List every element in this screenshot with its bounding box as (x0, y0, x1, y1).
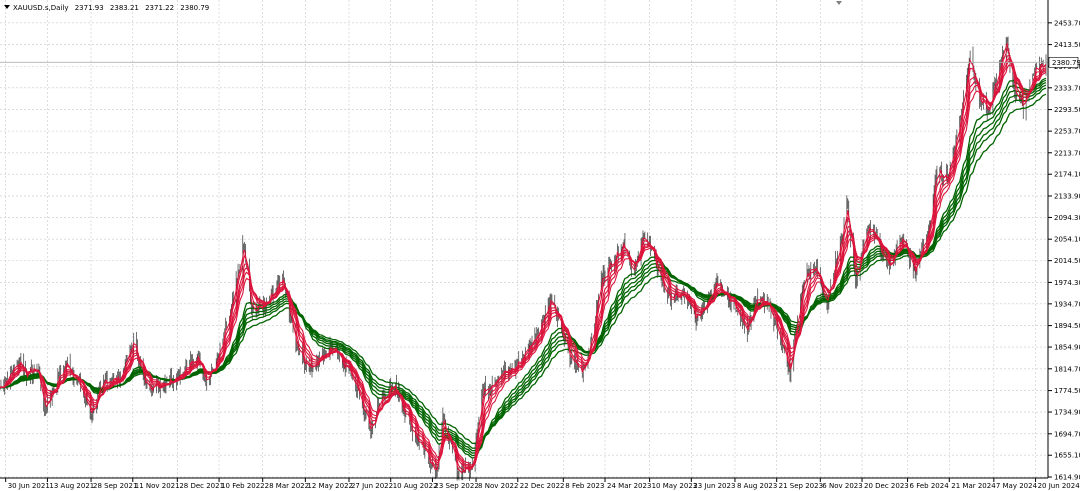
y-tick-label: 1894.50 (1054, 322, 1080, 330)
current-price-label: 2380.79 (1052, 59, 1080, 67)
x-tick-label: 11 Nov 2021 (135, 482, 180, 490)
x-tick-label: 30 Jun 2021 (8, 482, 50, 490)
y-tick-label: 1814.70 (1054, 365, 1080, 373)
y-tick-label: 1614.90 (1054, 474, 1080, 482)
y-tick-label: 2453.70 (1054, 19, 1080, 27)
symbol-label: XAUUSD.s,Daily (13, 4, 68, 12)
y-tick-label: 2413.50 (1054, 41, 1080, 49)
y-tick-label: 1655.10 (1054, 452, 1080, 460)
x-tick-label: 28 Sep 2021 (93, 482, 137, 490)
x-tick-label: 12 May 2022 (307, 482, 353, 490)
y-tick-label: 2094.30 (1054, 214, 1080, 222)
y-tick-label: 2333.70 (1054, 84, 1080, 92)
x-tick-label: 6 Nov 2023 (822, 482, 862, 490)
x-tick-label: 21 Sep 2023 (779, 482, 823, 490)
x-tick-label: 7 May 2024 (996, 482, 1038, 490)
y-tick-label: 2174.10 (1054, 171, 1080, 179)
x-tick-label: 10 Aug 2022 (393, 482, 438, 490)
ohlc-high: 2383.21 (110, 4, 139, 12)
x-tick-label: 28 Dec 2021 (179, 482, 224, 490)
x-tick-label: 24 Mar 2023 (607, 482, 651, 490)
fast-ma-line (0, 64, 1047, 466)
x-tick-label: 8 Aug 2023 (737, 482, 777, 490)
ohlc-close: 2380.79 (180, 4, 209, 12)
y-tick-label: 1734.90 (1054, 409, 1080, 417)
chart-title: XAUUSD.s,Daily 2371.93 2383.21 2371.22 2… (13, 4, 209, 12)
y-tick-label: 1934.70 (1054, 300, 1080, 308)
y-tick-label: 2054.10 (1054, 236, 1080, 244)
x-tick-label: 8 Feb 2023 (565, 482, 604, 490)
slow-ma-line (0, 93, 1047, 445)
symbol-dropdown-icon[interactable] (4, 5, 10, 9)
y-tick-label: 1974.30 (1054, 279, 1080, 287)
scroll-marker-icon[interactable] (836, 1, 842, 5)
x-tick-label: 23 Jun 2023 (693, 482, 735, 490)
y-tick-label: 2293.50 (1054, 106, 1080, 114)
ohlc-open: 2371.93 (75, 4, 104, 12)
x-tick-label: 22 Dec 2022 (520, 482, 565, 490)
x-tick-label: 13 Aug 2021 (49, 482, 94, 490)
y-tick-label: 2133.90 (1054, 192, 1080, 200)
y-axis: 2453.702413.502373.502333.702293.502253.… (1048, 19, 1080, 482)
grid-layer (0, 0, 1048, 478)
x-tick-label: 28 Mar 2022 (265, 482, 309, 490)
y-tick-label: 2014.50 (1054, 257, 1080, 265)
y-tick-label: 1854.90 (1054, 344, 1080, 352)
x-tick-label: 20 Jun 2024 (1038, 482, 1080, 490)
x-tick-label: 23 Sep 2022 (434, 482, 478, 490)
ohlc-low: 2371.22 (145, 4, 174, 12)
x-tick-label: 6 Feb 2024 (910, 482, 950, 490)
y-tick-label: 2253.70 (1054, 128, 1080, 136)
x-tick-label: 21 Mar 2024 (951, 482, 996, 490)
x-tick-label: 10 Feb 2022 (221, 482, 265, 490)
ma-layer (0, 41, 1048, 474)
x-tick-label: 10 May 2023 (652, 482, 698, 490)
x-tick-label: 8 Nov 2022 (478, 482, 518, 490)
y-tick-label: 1774.50 (1054, 387, 1080, 395)
y-tick-label: 2213.70 (1054, 149, 1080, 157)
x-tick-label: 20 Dec 2023 (864, 482, 909, 490)
current-price-box (1048, 57, 1079, 68)
y-tick-label: 1694.70 (1054, 430, 1080, 438)
x-tick-label: 27 Jun 2022 (351, 482, 393, 490)
